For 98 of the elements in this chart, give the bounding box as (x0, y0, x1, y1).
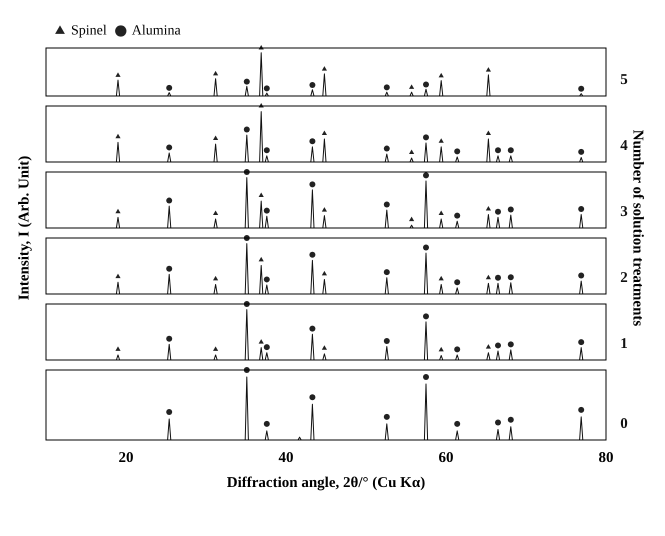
series-label: 5 (620, 72, 628, 88)
point (384, 269, 390, 276)
point (309, 82, 316, 88)
point (438, 210, 444, 215)
point (454, 212, 460, 219)
point (244, 126, 250, 133)
point (409, 84, 414, 89)
point (578, 148, 584, 155)
point (454, 346, 460, 352)
point (384, 201, 390, 208)
point (486, 274, 491, 280)
point (409, 216, 414, 222)
point (384, 338, 390, 344)
point (508, 274, 514, 280)
point (578, 406, 584, 413)
point (508, 147, 514, 154)
point (495, 208, 501, 215)
point (258, 256, 264, 262)
y-axis-title: Intensity, I (Arb. Unit) (16, 155, 34, 300)
point (115, 208, 121, 214)
point (578, 206, 584, 212)
point (322, 130, 327, 135)
point (166, 144, 172, 150)
point (578, 272, 584, 279)
point (322, 66, 327, 71)
point (166, 84, 172, 91)
point (486, 67, 491, 72)
point (213, 135, 218, 140)
x-tick-label: 40 (278, 450, 294, 466)
x-tick-label: 80 (598, 450, 614, 466)
point (264, 276, 270, 282)
point (384, 84, 390, 90)
point (213, 210, 218, 215)
point (384, 414, 390, 420)
point (495, 147, 501, 154)
point (322, 207, 327, 212)
point (486, 206, 491, 210)
point (438, 346, 444, 352)
point (213, 70, 218, 76)
point (409, 149, 414, 154)
legend-label: Alumina (132, 24, 182, 39)
series-label: 1 (620, 336, 628, 352)
point (438, 138, 444, 143)
point (309, 326, 316, 332)
point (495, 420, 501, 426)
point (508, 341, 514, 348)
point (454, 279, 460, 286)
series-label: 0 (620, 416, 628, 432)
point (508, 206, 514, 213)
point (454, 148, 460, 154)
point (309, 252, 316, 258)
point (495, 342, 501, 348)
x-tick-label: 60 (438, 450, 454, 466)
point (166, 266, 172, 272)
point (258, 339, 264, 344)
point (166, 198, 172, 204)
point (115, 134, 121, 138)
point (578, 339, 584, 346)
point (495, 274, 501, 281)
x-tick-label: 20 (118, 450, 134, 466)
point (166, 336, 172, 342)
series-label: 2 (620, 270, 628, 286)
series-label: 4 (620, 138, 628, 154)
point (213, 346, 218, 351)
point (508, 416, 514, 423)
point (578, 86, 584, 92)
point (213, 276, 218, 280)
series-label: 3 (620, 204, 628, 220)
legend-label: Spinel (71, 24, 107, 39)
point (438, 72, 444, 78)
point (258, 192, 264, 198)
point (264, 147, 270, 154)
point (423, 244, 429, 251)
point (384, 146, 390, 152)
point (264, 420, 270, 427)
point (264, 208, 270, 214)
point (115, 72, 121, 77)
x-axis-title: Diffraction angle, 2θ/° (Cu Kα) (226, 474, 426, 491)
point (309, 138, 316, 144)
point (264, 344, 270, 350)
point (486, 344, 491, 349)
point (423, 374, 429, 380)
point (264, 85, 270, 92)
point (423, 313, 429, 320)
point (322, 270, 327, 276)
point (309, 394, 316, 400)
point (423, 172, 429, 178)
point (423, 81, 429, 88)
y2-axis-title: Number of solution treatments (628, 129, 646, 326)
point (115, 346, 121, 351)
point (115, 274, 121, 278)
point (454, 420, 460, 427)
point (166, 409, 172, 415)
point (423, 134, 429, 140)
point (309, 181, 316, 188)
point (438, 276, 444, 280)
point (486, 130, 491, 135)
point (244, 78, 250, 85)
